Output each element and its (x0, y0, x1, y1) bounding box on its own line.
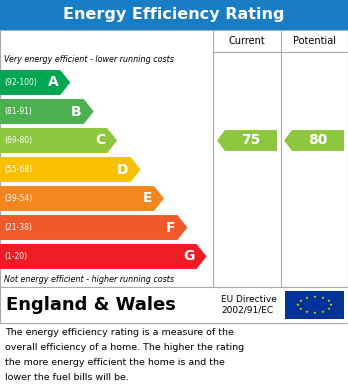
Text: ★: ★ (296, 303, 300, 307)
Polygon shape (0, 128, 117, 153)
Text: The energy efficiency rating is a measure of the: The energy efficiency rating is a measur… (5, 328, 234, 337)
Text: ★: ★ (327, 307, 331, 311)
Text: C: C (95, 133, 105, 147)
Text: E: E (143, 192, 152, 206)
Text: Potential: Potential (293, 36, 336, 46)
Text: ★: ★ (304, 310, 308, 314)
Text: England & Wales: England & Wales (6, 296, 176, 314)
Text: ★: ★ (313, 311, 316, 315)
Text: EU Directive: EU Directive (221, 296, 277, 305)
Polygon shape (0, 215, 188, 240)
Bar (0, 30, 348, 287)
Bar (0, 287, 348, 323)
Text: the more energy efficient the home is and the: the more energy efficient the home is an… (5, 358, 225, 367)
Text: A: A (48, 75, 58, 90)
Polygon shape (0, 157, 141, 182)
Text: Energy Efficiency Rating: Energy Efficiency Rating (63, 7, 285, 23)
Text: (92-100): (92-100) (4, 78, 37, 87)
Text: (39-54): (39-54) (4, 194, 32, 203)
Text: lower the fuel bills will be.: lower the fuel bills will be. (5, 373, 129, 382)
Polygon shape (0, 99, 94, 124)
Text: overall efficiency of a home. The higher the rating: overall efficiency of a home. The higher… (5, 343, 244, 352)
Text: 80: 80 (308, 133, 328, 147)
Text: Very energy efficient - lower running costs: Very energy efficient - lower running co… (4, 56, 174, 65)
Text: ★: ★ (329, 303, 333, 307)
Bar (0, 0, 348, 30)
Text: ★: ★ (298, 307, 302, 311)
Text: (1-20): (1-20) (4, 252, 27, 261)
Text: ★: ★ (313, 295, 316, 299)
Text: D: D (117, 163, 128, 176)
Text: ★: ★ (298, 299, 302, 303)
Text: 75: 75 (241, 133, 261, 147)
Text: F: F (166, 221, 175, 235)
Text: (69-80): (69-80) (4, 136, 32, 145)
Text: G: G (183, 249, 195, 264)
Bar (285, 291, 344, 319)
Text: ★: ★ (327, 299, 331, 303)
Text: B: B (71, 104, 82, 118)
Text: (21-38): (21-38) (4, 223, 32, 232)
Polygon shape (0, 70, 70, 95)
Text: Not energy efficient - higher running costs: Not energy efficient - higher running co… (4, 274, 174, 283)
Text: ★: ★ (304, 296, 308, 300)
Text: ★: ★ (321, 296, 325, 300)
Polygon shape (0, 244, 207, 269)
Polygon shape (284, 130, 344, 151)
Text: (81-91): (81-91) (4, 107, 32, 116)
Polygon shape (0, 186, 164, 211)
Text: Current: Current (229, 36, 266, 46)
Text: ★: ★ (321, 310, 325, 314)
Polygon shape (217, 130, 277, 151)
Text: (55-68): (55-68) (4, 165, 32, 174)
Text: 2002/91/EC: 2002/91/EC (221, 305, 273, 314)
